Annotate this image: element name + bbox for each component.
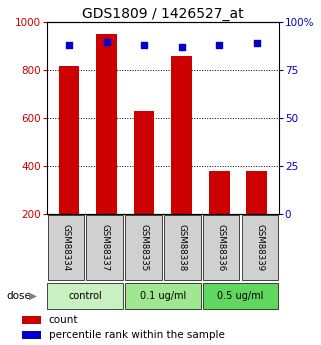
Text: GSM88338: GSM88338 <box>178 224 187 271</box>
Point <box>104 39 109 44</box>
Point <box>254 41 259 46</box>
Text: GSM88335: GSM88335 <box>139 224 148 271</box>
Text: GSM88336: GSM88336 <box>217 224 226 271</box>
Bar <box>125 283 201 309</box>
Bar <box>171 56 192 214</box>
Title: GDS1809 / 1426527_at: GDS1809 / 1426527_at <box>82 7 244 21</box>
Bar <box>247 171 267 214</box>
Text: control: control <box>68 291 102 301</box>
Text: count: count <box>48 315 78 325</box>
Bar <box>48 283 123 309</box>
Bar <box>125 215 162 280</box>
Bar <box>86 215 123 280</box>
Bar <box>59 66 79 214</box>
Bar <box>22 331 41 339</box>
Bar <box>134 111 154 214</box>
Text: percentile rank within the sample: percentile rank within the sample <box>48 331 224 341</box>
Bar <box>242 215 278 280</box>
Bar <box>203 283 278 309</box>
Text: GSM88339: GSM88339 <box>256 224 265 271</box>
Bar <box>48 215 84 280</box>
Bar <box>209 171 230 214</box>
Text: ▶: ▶ <box>29 291 37 301</box>
Text: GSM88334: GSM88334 <box>61 224 70 271</box>
Point <box>179 45 184 50</box>
Text: 0.1 ug/ml: 0.1 ug/ml <box>140 291 186 301</box>
Text: 0.5 ug/ml: 0.5 ug/ml <box>217 291 264 301</box>
Bar <box>22 316 41 324</box>
Point <box>142 43 147 48</box>
Point <box>66 43 72 48</box>
Bar <box>164 215 201 280</box>
Point <box>217 43 222 48</box>
Text: GSM88337: GSM88337 <box>100 224 109 271</box>
Text: dose: dose <box>6 291 31 301</box>
Bar <box>96 34 117 214</box>
Bar <box>203 215 239 280</box>
